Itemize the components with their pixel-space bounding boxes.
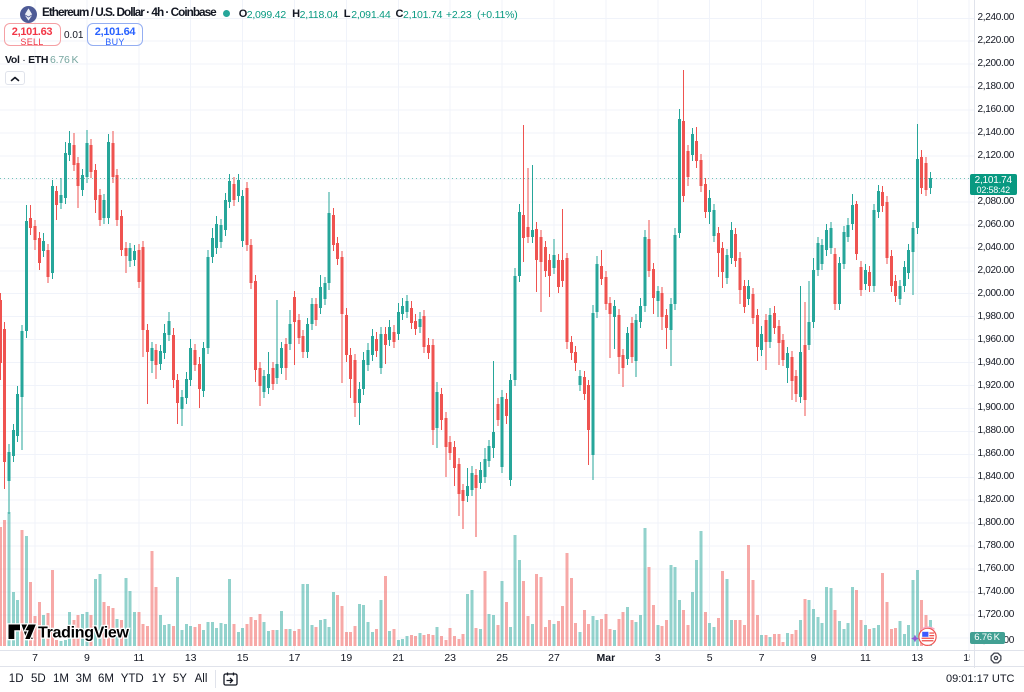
svg-text:TradingView: TradingView bbox=[38, 625, 130, 642]
